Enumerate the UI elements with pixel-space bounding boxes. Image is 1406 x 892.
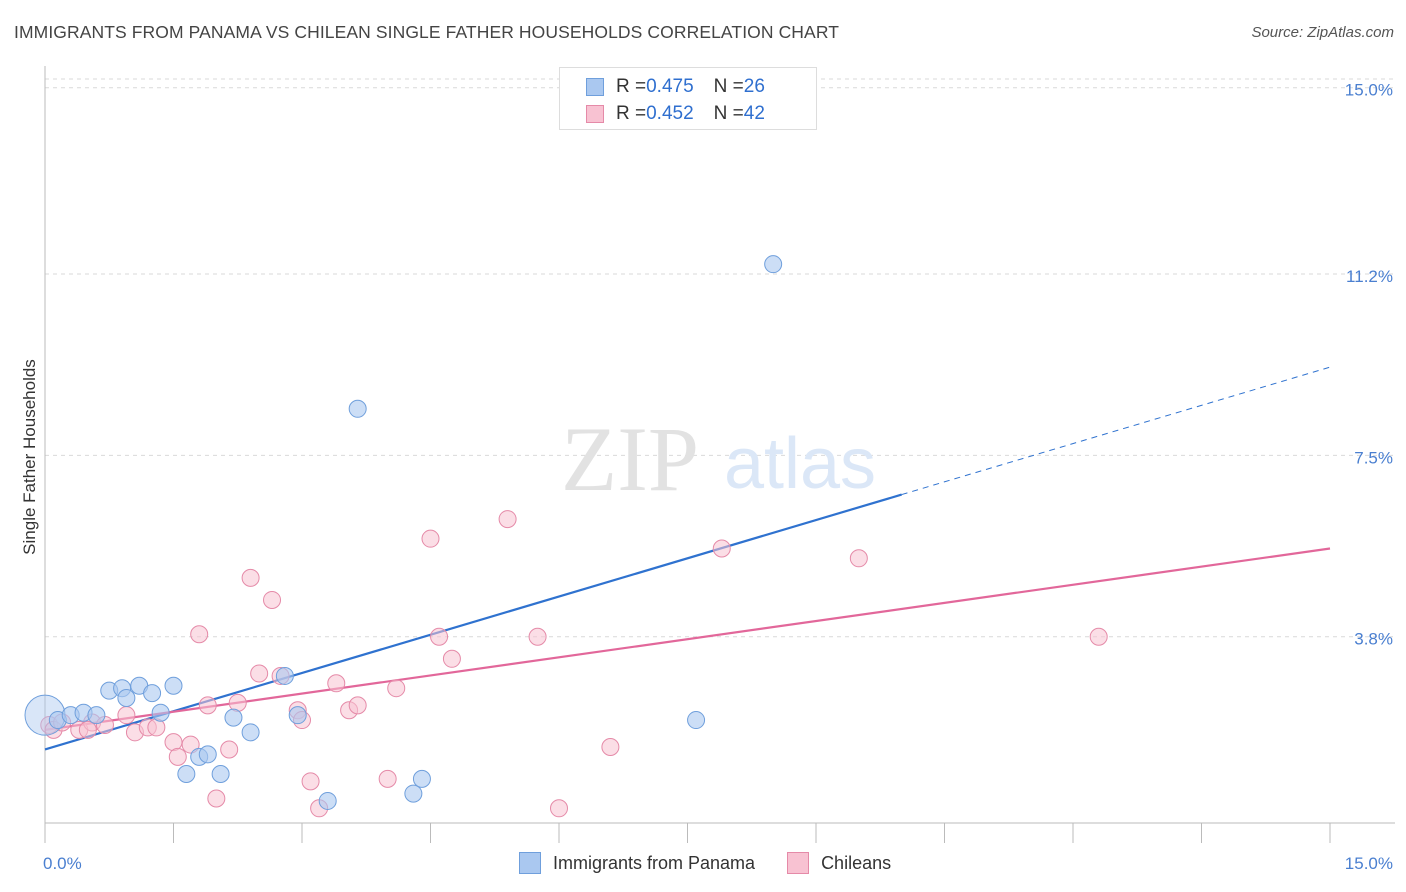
- point-chileans: [250, 664, 269, 683]
- point-panama: [404, 784, 423, 803]
- point-panama: [764, 255, 783, 274]
- legend-label-chileans: Chileans: [821, 852, 892, 873]
- trend-lines: [44, 366, 1331, 751]
- point-chileans: [387, 679, 406, 698]
- trend-line-chileans: [44, 547, 1331, 731]
- point-panama: [151, 703, 170, 722]
- legend-r-label: R =: [616, 103, 647, 124]
- point-chileans: [421, 529, 440, 548]
- point-chileans: [220, 740, 239, 759]
- point-panama: [198, 745, 217, 764]
- point-chileans: [327, 674, 346, 693]
- y-axis-label: Single Father Households: [20, 359, 39, 555]
- legend-swatch-blue: [519, 852, 541, 874]
- trend-line-panama: [44, 493, 902, 751]
- y-tick-label: 7.5%: [1354, 448, 1393, 467]
- legend-item-panama[interactable]: Immigrants from Panama: [519, 852, 755, 874]
- point-panama: [275, 666, 294, 685]
- legend-r-value: 0.475: [646, 76, 694, 97]
- source-label: Source: ZipAtlas.com: [1251, 24, 1394, 41]
- point-chileans: [601, 738, 620, 757]
- point-chileans: [168, 747, 187, 766]
- point-chileans: [198, 696, 217, 715]
- point-chileans: [442, 649, 461, 668]
- point-panama: [164, 676, 183, 695]
- point-panama: [224, 708, 243, 727]
- x-tick-label: 15.0%: [1345, 854, 1393, 873]
- point-panama: [177, 764, 196, 783]
- legend-swatch-blue: [586, 78, 604, 96]
- tick-labels: 3.8% 7.5% 11.2% 15.0% 0.0% 15.0%: [43, 81, 1393, 873]
- point-chileans: [263, 590, 282, 609]
- point-panama: [117, 689, 136, 707]
- watermark: ZIP atlas: [561, 408, 876, 510]
- point-chileans: [181, 735, 200, 754]
- point-panama: [87, 706, 106, 725]
- y-tick-label: 3.8%: [1354, 630, 1393, 649]
- y-tick-label: 15.0%: [1345, 81, 1393, 100]
- point-chileans: [849, 549, 868, 568]
- y-tick-label: 11.2%: [1346, 267, 1393, 286]
- legend-swatch-pink: [586, 105, 604, 123]
- point-chileans: [301, 772, 320, 791]
- point-chileans: [348, 696, 367, 715]
- legend-n-value: 26: [743, 76, 765, 97]
- legend-swatch-pink: [787, 852, 810, 874]
- point-panama: [687, 711, 706, 730]
- point-panama: [288, 706, 307, 725]
- point-chileans: [117, 706, 136, 725]
- axes: [44, 66, 1395, 843]
- chart-title: IMMIGRANTS FROM PANAMA VS CHILEAN SINGLE…: [14, 22, 840, 42]
- point-chileans: [190, 625, 209, 644]
- point-chileans: [207, 789, 226, 808]
- legend-n-value: 42: [743, 103, 765, 124]
- trend-line-panama-extension: [901, 366, 1331, 496]
- point-chileans: [430, 627, 449, 646]
- point-chileans: [550, 799, 568, 818]
- data-points: [24, 255, 1108, 818]
- point-panama: [211, 764, 230, 783]
- legend-n-label: N =: [713, 103, 744, 124]
- point-panama: [412, 769, 431, 788]
- series-legend: Immigrants from Panama Chileans: [519, 852, 923, 874]
- point-chileans: [712, 539, 731, 558]
- point-chileans: [241, 568, 260, 587]
- point-chileans: [528, 627, 547, 646]
- point-chileans: [78, 720, 97, 739]
- watermark-atlas: atlas: [724, 424, 876, 504]
- legend-r-label: R =: [616, 76, 647, 97]
- point-chileans: [378, 769, 397, 788]
- point-panama: [318, 791, 337, 810]
- legend-row-chileans: R = 0.452 N = 42: [586, 101, 765, 127]
- legend-row-panama: R = 0.475 N = 26: [586, 74, 765, 100]
- point-panama: [143, 684, 162, 703]
- point-chileans: [1089, 627, 1108, 646]
- watermark-zip: ZIP: [561, 408, 699, 510]
- point-panama: [241, 723, 260, 742]
- point-chileans: [498, 510, 517, 529]
- legend-r-value: 0.452: [646, 103, 694, 124]
- legend-item-chileans[interactable]: Chileans: [787, 852, 891, 874]
- legend-label-panama: Immigrants from Panama: [553, 852, 756, 873]
- x-tick-label: 0.0%: [43, 854, 82, 873]
- legend-n-label: N =: [713, 76, 744, 97]
- correlation-legend: R = 0.475 N = 26 R = 0.452 N = 42: [559, 67, 817, 130]
- point-panama: [348, 399, 367, 418]
